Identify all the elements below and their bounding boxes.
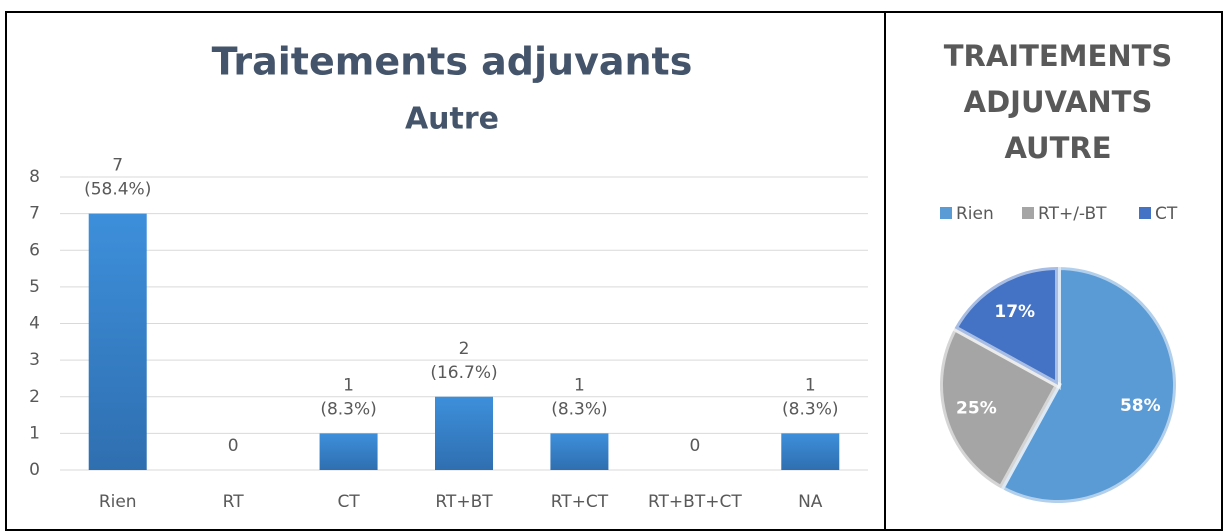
pie-title: TRAITEMENTS ADJUVANTS AUTRE [944,39,1173,165]
data-label: 1 (8.3%) [551,375,607,419]
bar [88,213,147,470]
pie-slice [937,324,1063,493]
y-tick-label: 6 [29,240,40,260]
bar-title: Traitements adjuvants [212,40,693,84]
data-label: 0 [228,436,239,456]
data-label: 1 (8.3%) [782,375,838,419]
x-tick-label: RT+BT+CT [648,492,742,512]
y-tick-label: 8 [29,167,40,187]
data-label: 25% [956,399,997,419]
y-tick-label: 3 [29,350,40,370]
data-label: 7 (58.4%) [84,156,151,200]
data-label: 2 (16.7%) [430,339,497,383]
bar [435,396,493,470]
data-label: 58% [1120,396,1161,416]
legend-label: Rien [956,204,994,224]
x-tick-label: RT+CT [551,492,609,512]
legend-label: CT [1155,204,1178,224]
data-label: 1 (8.3%) [320,375,376,419]
y-tick-label: 0 [29,460,40,480]
bar [319,433,378,470]
data-label: 17% [994,302,1035,322]
legend-swatch [1139,207,1151,219]
y-tick-label: 5 [29,277,40,297]
legend-label: RT+/-BT [1038,204,1107,224]
y-tick-label: 1 [29,423,40,443]
x-tick-label: Rien [99,492,137,512]
x-tick-label: RT [223,492,245,512]
y-tick-label: 2 [29,387,40,407]
data-label: 0 [689,436,700,456]
pie-slice [950,263,1061,391]
x-tick-label: NA [798,492,823,512]
bar [781,433,840,470]
y-tick-label: 4 [29,314,40,334]
pie-slice [997,263,1179,506]
x-tick-label: RT+BT [435,492,493,512]
x-tick-label: CT [337,492,360,512]
legend-swatch [940,207,952,219]
y-tick-label: 7 [29,204,40,224]
bar-subtitle: Autre [405,102,499,137]
legend-swatch [1022,207,1034,219]
bar [550,433,609,470]
